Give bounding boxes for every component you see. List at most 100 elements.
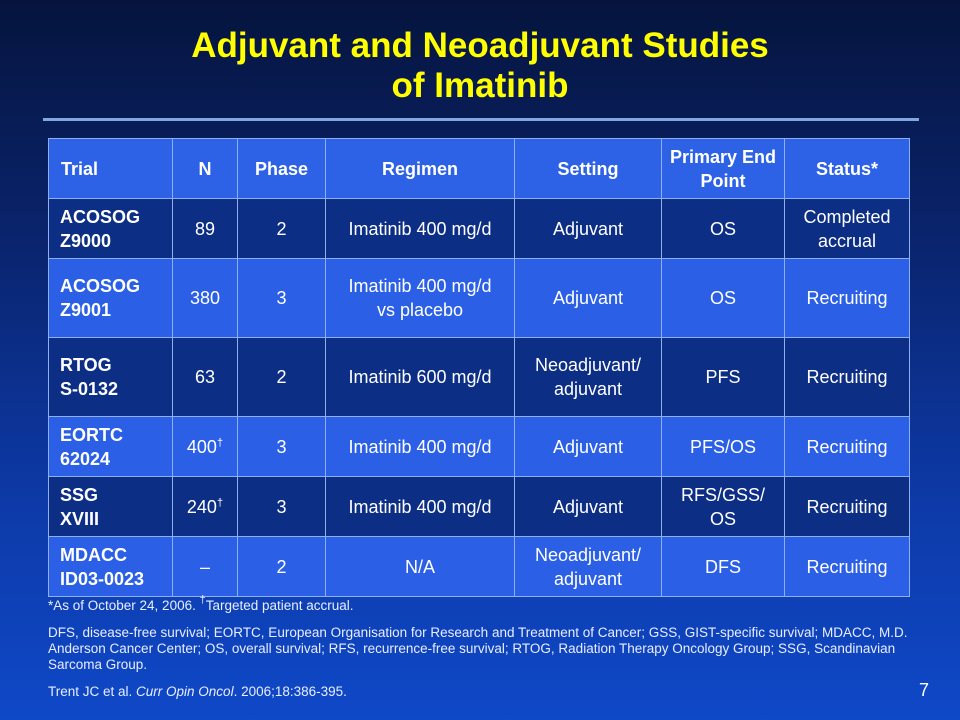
cell-trial: SSG XVIII: [48, 476, 173, 537]
header-n: N: [172, 138, 238, 199]
cell-phase: 3: [237, 476, 326, 537]
dagger-mark: †: [216, 496, 224, 509]
status-footnote-accrual: Targeted patient accrual.: [205, 598, 354, 613]
cell-trial-line-1: EORTC: [60, 424, 123, 445]
status-footnote-date: *As of October 24, 2006.: [48, 598, 200, 613]
cell-setting-line-2: adjuvant: [553, 568, 623, 589]
cell-trial: ACOSOG Z9001: [48, 258, 173, 338]
table-row: SSG XVIII 240† 3 Imatinib 400 mg/d Adjuvant RF…: [48, 476, 910, 537]
cell-setting: Neoadjuvant/adjuvant: [514, 337, 662, 417]
cell-trial-line-1: SSG: [60, 484, 99, 505]
cell-phase: 2: [237, 198, 326, 259]
cell-regimen: Imatinib 400 mg/d: [325, 416, 515, 477]
cell-regimen: Imatinib 400 mg/d: [325, 198, 515, 259]
cell-regimen-line-1: Imatinib 400 mg/d: [348, 276, 492, 296]
cell-n-value: 63: [194, 367, 216, 387]
cell-setting: Adjuvant: [514, 416, 662, 477]
slide-title-line-1: Adjuvant and Neoadjuvant Studies: [191, 26, 769, 65]
table-header-row: Trial N Phase Regimen Setting Primary En…: [48, 138, 910, 199]
cell-regimen-line-1: Imatinib 600 mg/d: [348, 367, 492, 387]
cell-status: Recruiting: [784, 337, 910, 417]
table-row: RTOG S-0132 63 2 Imatinib 600 mg/d Neoadjuvan…: [48, 337, 910, 417]
citation: Trent JC et al. Curr Opin Oncol. 2006;18…: [48, 684, 347, 700]
cell-n-value: 380: [189, 288, 221, 308]
cell-trial-line-1: RTOG: [60, 355, 112, 375]
cell-setting: Neoadjuvant/adjuvant: [514, 536, 662, 597]
title-divider: [43, 118, 919, 121]
cell-end-point: OS: [661, 198, 785, 259]
cell-regimen: Imatinib 400 mg/d vs placebo: [325, 258, 515, 338]
status-footnote: *As of October 24, 2006. †Targeted patie…: [48, 595, 354, 614]
cell-trial-line-2: Z9000: [60, 230, 112, 251]
cell-status: Completed accrual: [784, 198, 910, 259]
cell-phase: 2: [237, 536, 326, 597]
cell-trial: RTOG S-0132: [48, 337, 173, 417]
cell-regimen: N/A: [325, 536, 515, 597]
cell-end-point-line-1: OS: [709, 218, 736, 239]
cell-setting: Adjuvant: [514, 198, 662, 259]
cell-regimen: Imatinib 600 mg/d: [325, 337, 515, 417]
cell-status-line-1: Recruiting: [806, 556, 888, 577]
cell-setting-line-1: Neoadjuvant/: [534, 355, 642, 375]
cell-phase: 3: [237, 258, 326, 338]
cell-end-point: PFS/OS: [661, 416, 785, 477]
slide-title-line-2: of Imatinib: [391, 66, 569, 105]
cell-regimen-line-1: Imatinib 400 mg/d: [348, 218, 492, 239]
cell-regimen-line-1: N/A: [404, 556, 435, 577]
cell-setting-line-1: Adjuvant: [552, 218, 624, 239]
header-trial: Trial: [48, 138, 173, 199]
cell-status-line-1: Recruiting: [806, 288, 888, 308]
cell-status-line-1: Recruiting: [806, 436, 888, 457]
cell-trial-line-1: ACOSOG: [60, 276, 141, 296]
cell-n: 380: [172, 258, 238, 338]
table-row: ACOSOG Z9001 380 3 Imatinib 400 mg/d vs place…: [48, 258, 910, 338]
cell-n-value: 89: [194, 218, 216, 239]
cell-end-point-line-1: DFS: [705, 556, 741, 577]
citation-journal: Curr Opin Oncol: [136, 684, 234, 699]
cell-trial: MDACC ID03-0023: [48, 536, 173, 597]
cell-trial: ACOSOG Z9000: [48, 198, 173, 259]
table-row: MDACC ID03-0023 – 2 N/A Neoadjuvant/adjuvant D…: [48, 536, 910, 597]
cell-regimen: Imatinib 400 mg/d: [325, 476, 515, 537]
cell-status: Recruiting: [784, 536, 910, 597]
cell-setting: Adjuvant: [514, 476, 662, 537]
cell-n: 89: [172, 198, 238, 259]
citation-authors: Trent JC et al.: [48, 684, 137, 699]
cell-trial-line-2: Z9001: [60, 300, 112, 320]
dagger-mark: †: [216, 436, 224, 449]
cell-trial-line-2: XVIII: [60, 508, 100, 529]
cell-trial-line-2: 62024: [60, 448, 111, 469]
cell-n: 63: [172, 337, 238, 417]
cell-status-line-2: accrual: [817, 230, 877, 251]
cell-end-point-line-2: OS: [709, 508, 736, 529]
table-row: EORTC 62024 400† 3 Imatinib 400 mg/d Adjuvant…: [48, 416, 910, 477]
cell-n-value: –: [199, 556, 210, 577]
slide-title: Adjuvant and Neoadjuvant Studies of Imat…: [0, 26, 960, 106]
cell-regimen-line-1: Imatinib 400 mg/d: [348, 436, 492, 457]
cell-end-point-line-1: PFS: [705, 367, 741, 387]
cell-setting-line-2: adjuvant: [553, 379, 623, 399]
cell-end-point-line-1: OS: [709, 288, 736, 308]
cell-status: Recruiting: [784, 476, 910, 537]
cell-trial: EORTC 62024: [48, 416, 173, 477]
header-primary-end-point: Primary End Point: [661, 138, 785, 199]
page-number: 7: [918, 680, 929, 700]
header-setting: Setting: [514, 138, 662, 199]
trials-table: Trial N Phase Regimen Setting Primary En…: [48, 138, 910, 597]
cell-setting: Adjuvant: [514, 258, 662, 338]
cell-n-value: 400: [186, 436, 217, 457]
cell-trial-line-1: ACOSOG: [60, 206, 141, 227]
cell-regimen-line-2: vs placebo: [376, 300, 464, 320]
cell-setting-line-1: Adjuvant: [552, 436, 624, 457]
cell-n: 240†: [172, 476, 238, 537]
header-phase: Phase: [237, 138, 326, 199]
dagger-mark: †: [199, 594, 206, 606]
cell-end-point: OS: [661, 258, 785, 338]
cell-n: –: [172, 536, 238, 597]
cell-end-point: RFS/GSS/OS: [661, 476, 785, 537]
cell-status-line-1: Recruiting: [806, 496, 888, 517]
cell-end-point-line-1: PFS/OS: [689, 436, 756, 457]
header-regimen: Regimen: [325, 138, 515, 199]
cell-n: 400†: [172, 416, 238, 477]
cell-trial-line-2: ID03-0023: [60, 568, 145, 589]
